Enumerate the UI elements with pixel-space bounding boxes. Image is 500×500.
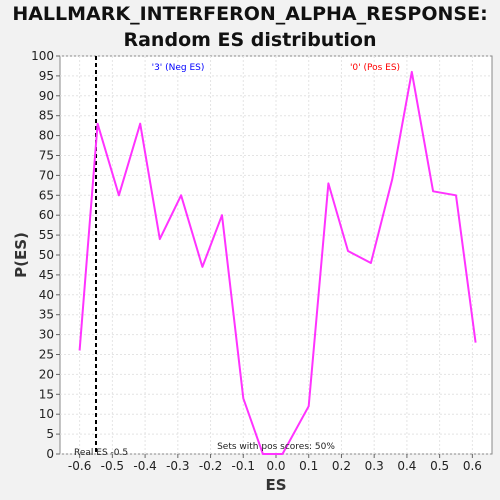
y-tick-label: 30 bbox=[39, 328, 54, 342]
chart-title-line1: HALLMARK_INTERFERON_ALPHA_RESPONSE: bbox=[12, 3, 487, 25]
y-tick-label: 35 bbox=[39, 308, 54, 322]
x-tick-label: 0.4 bbox=[397, 459, 416, 473]
series-group bbox=[78, 56, 477, 455]
y-tick-label: 55 bbox=[39, 228, 54, 242]
annotations: '3' (Neg ES) '0' (Pos ES) Sets with pos … bbox=[74, 63, 400, 458]
real-es-label: Real ES -0.5 bbox=[74, 448, 128, 458]
y-tick-label: 0 bbox=[46, 447, 54, 461]
grid bbox=[60, 55, 492, 455]
x-tick-label: -0.6 bbox=[68, 459, 91, 473]
y-tick-label: 90 bbox=[39, 89, 54, 103]
series-line bbox=[78, 70, 477, 455]
y-tick-label: 75 bbox=[39, 149, 54, 163]
y-axis-title: P(ES) bbox=[12, 232, 30, 278]
y-tick-label: 15 bbox=[39, 387, 54, 401]
x-tick-label: 0.3 bbox=[365, 459, 384, 473]
neg-es-label: '3' (Neg ES) bbox=[152, 63, 205, 73]
x-tick-label: -0.4 bbox=[133, 459, 156, 473]
y-tick-label: 80 bbox=[39, 129, 54, 143]
y-tick-label: 10 bbox=[39, 407, 54, 421]
x-tick-label: 0.1 bbox=[299, 459, 318, 473]
y-tick-label: 50 bbox=[39, 248, 54, 262]
x-tick-label: -0.1 bbox=[232, 459, 255, 473]
x-axis-title: ES bbox=[265, 476, 286, 494]
y-tick-label: 65 bbox=[39, 188, 54, 202]
y-tick-label: 25 bbox=[39, 348, 54, 362]
y-tick-label: 85 bbox=[39, 109, 54, 123]
footer-text: Sets with pos scores: 50% bbox=[217, 442, 335, 452]
y-tick-label: 70 bbox=[39, 168, 54, 182]
x-tick-label: -0.5 bbox=[101, 459, 124, 473]
x-tick-label: -0.3 bbox=[166, 459, 189, 473]
x-tick-label: -0.2 bbox=[199, 459, 222, 473]
y-tick-label: 45 bbox=[39, 268, 54, 282]
pos-es-label: '0' (Pos ES) bbox=[350, 63, 400, 73]
x-tick-label: 0.0 bbox=[266, 459, 285, 473]
x-axis: -0.6 -0.5 -0.4 -0.3 -0.2 -0.1 0.0 0.1 0.2 0.3 0.4 0… bbox=[68, 454, 482, 473]
x-tick-label: 0.6 bbox=[463, 459, 482, 473]
x-tick-label: 0.2 bbox=[332, 459, 351, 473]
y-tick-label: 40 bbox=[39, 288, 54, 302]
y-tick-label: 95 bbox=[39, 69, 54, 83]
y-axis: 0 5 10 15 20 25 30 35 40 45 50 55 60 65 70 75 80 85 90 95 10… bbox=[31, 49, 60, 461]
y-tick-label: 100 bbox=[31, 49, 54, 63]
y-tick-label: 5 bbox=[46, 427, 54, 441]
chart-title-line2: Random ES distribution bbox=[123, 29, 376, 51]
y-tick-label: 60 bbox=[39, 208, 54, 222]
x-tick-label: 0.5 bbox=[430, 459, 449, 473]
y-tick-label: 20 bbox=[39, 367, 54, 381]
